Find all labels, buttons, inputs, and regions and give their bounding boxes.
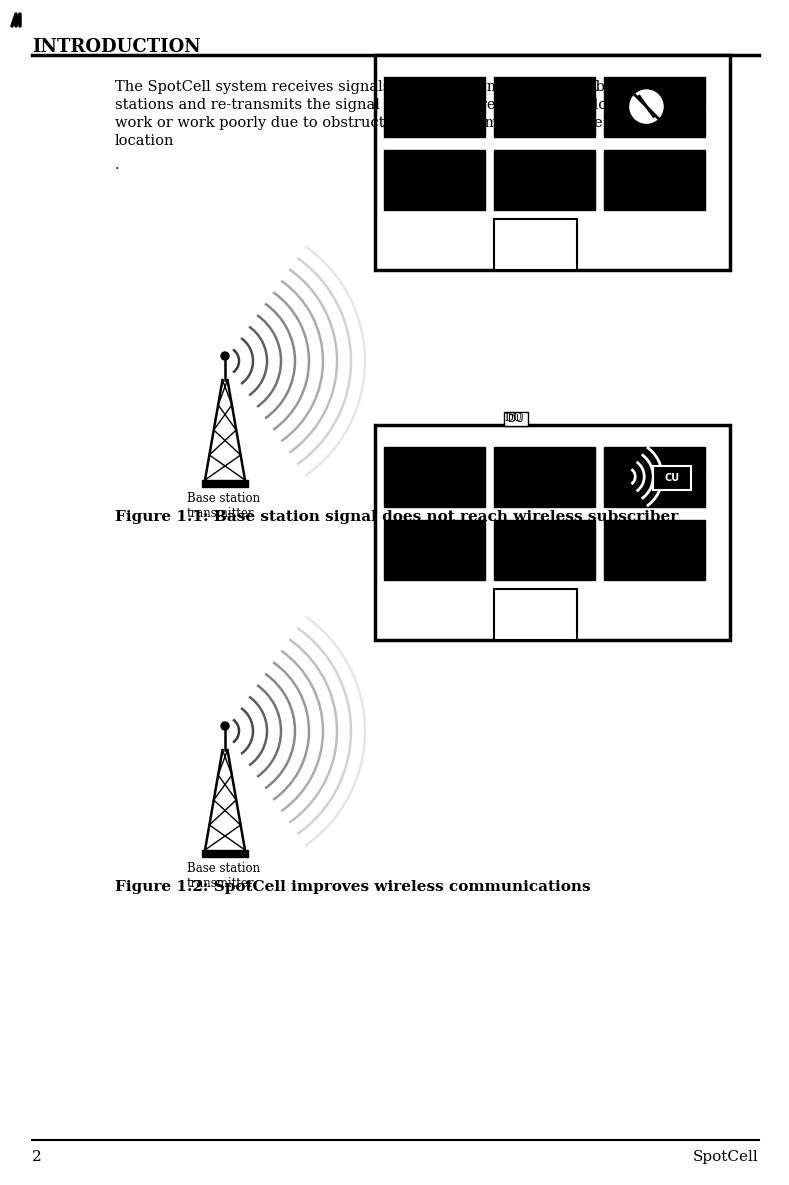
Text: Figure 1.2: SpotCell improves wireless communications: Figure 1.2: SpotCell improves wireless c… — [115, 880, 591, 893]
Circle shape — [709, 84, 723, 97]
Circle shape — [221, 352, 229, 360]
Bar — [653, 466, 691, 489]
Text: CU: CU — [664, 473, 679, 482]
Bar — [375, 425, 730, 640]
Bar — [494, 219, 577, 270]
Circle shape — [628, 88, 665, 126]
Bar — [604, 519, 705, 579]
Bar — [494, 149, 595, 210]
Bar — [494, 519, 595, 579]
Bar — [503, 412, 528, 425]
Circle shape — [709, 454, 723, 467]
Text: .: . — [115, 158, 120, 172]
Bar — [604, 77, 705, 136]
Bar — [202, 480, 248, 487]
Bar — [604, 447, 705, 507]
Text: 2: 2 — [32, 1149, 42, 1164]
Bar — [375, 55, 730, 270]
Text: location: location — [115, 134, 174, 148]
Bar — [202, 850, 248, 857]
Text: DU: DU — [508, 414, 523, 424]
Bar — [384, 77, 485, 136]
Bar — [384, 519, 485, 579]
Text: DU: DU — [505, 414, 522, 423]
Bar — [384, 149, 485, 210]
Text: Base station
transmitter: Base station transmitter — [187, 861, 260, 890]
Bar — [494, 589, 577, 640]
Text: Figure 1.1: Base station signal does not reach wireless subscriber: Figure 1.1: Base station signal does not… — [115, 510, 679, 524]
Text: INTRODUCTION: INTRODUCTION — [32, 38, 200, 56]
Circle shape — [221, 722, 229, 730]
Text: stations and re-transmits the signal to areas where cell phones do not: stations and re-transmits the signal to … — [115, 98, 636, 113]
Text: SpotCell: SpotCell — [694, 1149, 759, 1164]
Bar — [384, 447, 485, 507]
Text: The SpotCell system receives signals from one or more wireless base: The SpotCell system receives signals fro… — [115, 81, 630, 94]
Bar — [494, 77, 595, 136]
Text: work or work poorly due to obstructions or the remoteness of the: work or work poorly due to obstructions … — [115, 116, 603, 130]
Bar — [494, 447, 595, 507]
Bar — [604, 149, 705, 210]
Text: Base station
transmitter: Base station transmitter — [187, 492, 260, 520]
